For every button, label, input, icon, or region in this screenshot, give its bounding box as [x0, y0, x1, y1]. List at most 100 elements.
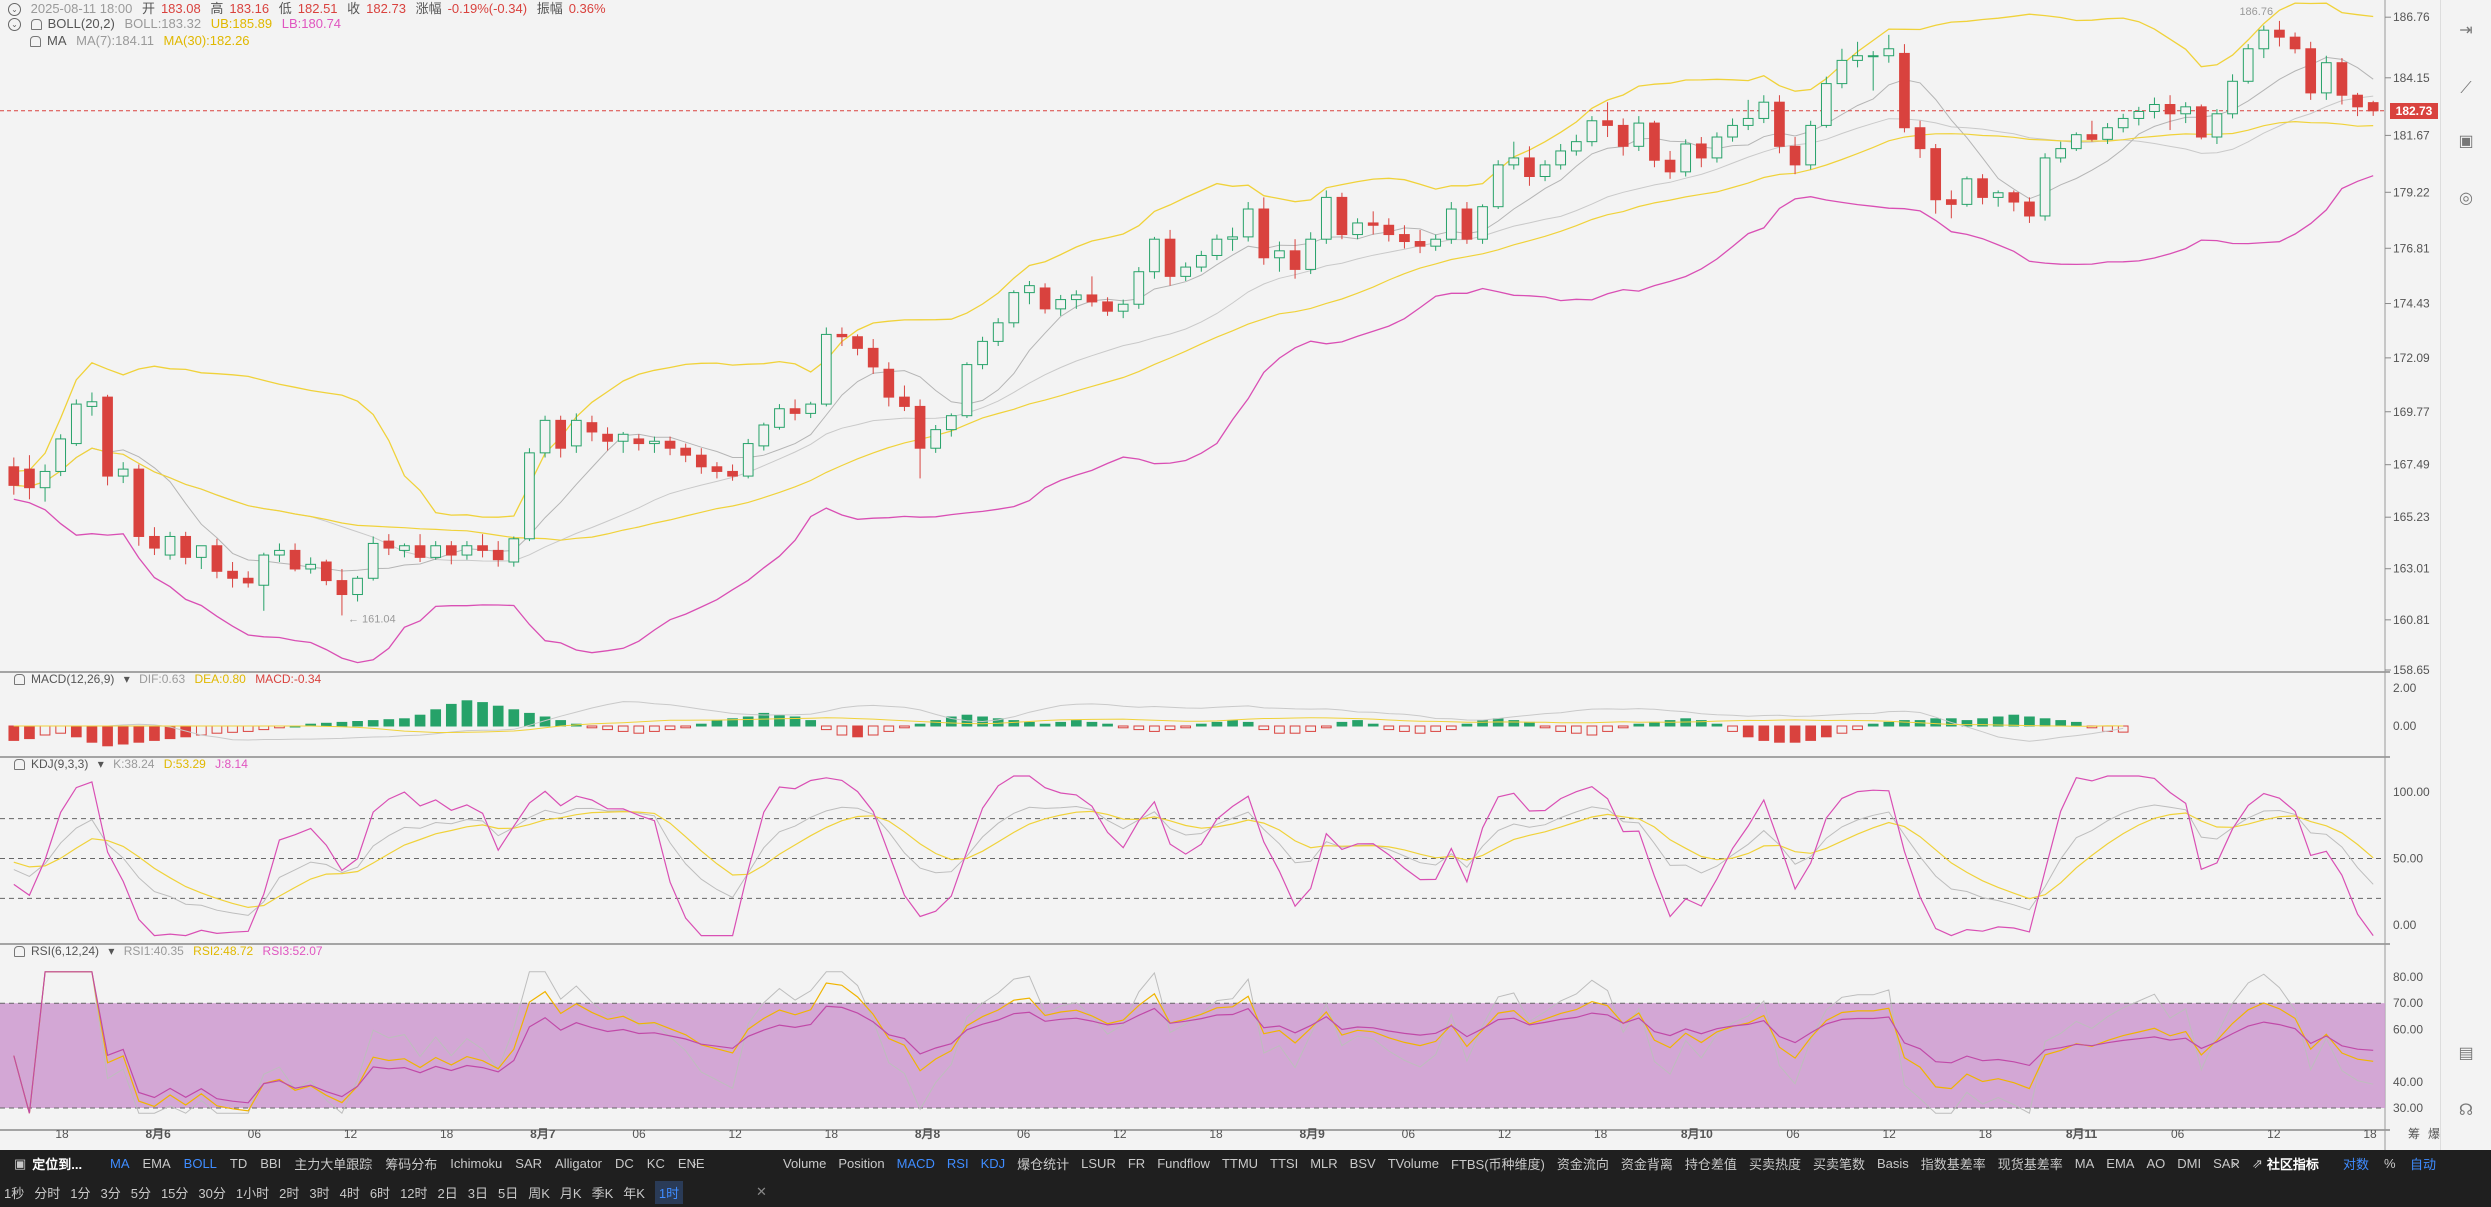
sub-indicator-11[interactable]: MLR [1310, 1156, 1338, 1171]
ma-name[interactable]: MA [47, 33, 67, 48]
sub-indicator-12[interactable]: BSV [1349, 1156, 1376, 1171]
sub-indicator-19[interactable]: 买卖笔数 [1812, 1157, 1865, 1172]
sub-indicator-1[interactable]: Position [838, 1156, 885, 1171]
layout-icon[interactable]: ▤ [2458, 1045, 2474, 1062]
sub-indicator-22[interactable]: 现货基差率 [1997, 1157, 2063, 1172]
sub-indicator-18[interactable]: 买卖热度 [1748, 1157, 1801, 1172]
timeframe-0[interactable]: 1秒 [4, 1185, 25, 1201]
main-indicator-6[interactable]: 筹码分布 [385, 1157, 438, 1172]
sub-indicator-8[interactable]: Fundflow [1157, 1156, 1210, 1171]
dropdown-icon[interactable]: ▾ [108, 944, 115, 958]
timeframe-14[interactable]: 3日 [467, 1185, 488, 1201]
sub-indicator-23[interactable]: MA [2074, 1156, 2095, 1171]
collapse-icon[interactable]: ⌄ [8, 18, 21, 32]
main-indicator-0[interactable]: MA [110, 1156, 130, 1171]
kdj-axis-label: 0.00 [2393, 918, 2417, 932]
sub-indicator-13[interactable]: TVolume [1387, 1156, 1439, 1171]
main-indicator-12[interactable]: ENE [677, 1156, 705, 1171]
log-scale-toggle[interactable]: 对数 [2343, 1157, 2370, 1172]
timeframe-16[interactable]: 周K [528, 1185, 550, 1201]
sub-indicator-0[interactable]: Volume [783, 1156, 827, 1171]
timeframe-7[interactable]: 1小时 [235, 1185, 270, 1201]
candle-body [2117, 117, 2129, 129]
sub-indicator-27[interactable]: SAR [2213, 1156, 2240, 1171]
timeframe-12[interactable]: 12时 [400, 1185, 428, 1201]
main-indicator-10[interactable]: DC [615, 1156, 634, 1171]
timeframe-2[interactable]: 1分 [70, 1185, 91, 1201]
sub-indicator-7[interactable]: FR [1127, 1156, 1146, 1171]
bell-icon[interactable] [30, 19, 42, 31]
main-indicator-3[interactable]: TD [229, 1156, 248, 1171]
close-timeframe-icon[interactable]: ✕ [756, 1184, 767, 1199]
ma30-value: MA(30):182.26 [163, 33, 250, 48]
main-indicator-1[interactable]: EMA [142, 1156, 171, 1171]
sub-indicator-4[interactable]: KDJ [980, 1156, 1006, 1171]
percent-toggle[interactable]: % [2384, 1156, 2396, 1171]
sub-indicator-15[interactable]: 资金流向 [1556, 1157, 1609, 1172]
trend-icon[interactable]: ⟋ [2460, 80, 2472, 97]
sub-indicator-16[interactable]: 资金背离 [1620, 1157, 1673, 1172]
timeframe-1[interactable]: 分时 [34, 1185, 61, 1201]
main-indicator-9[interactable]: Alligator [555, 1156, 602, 1171]
timeframe-20[interactable]: 1时 [654, 1180, 684, 1204]
timeframe-13[interactable]: 2日 [437, 1185, 458, 1201]
timeframe-15[interactable]: 5日 [498, 1185, 519, 1201]
macd-bar [1633, 723, 1645, 727]
timeframe-17[interactable]: 月K [559, 1185, 582, 1201]
sub-indicator-9[interactable]: TTMU [1221, 1156, 1259, 1171]
main-indicator-4[interactable]: BBI [260, 1156, 282, 1171]
compass-icon[interactable]: ◎ [2459, 190, 2473, 207]
macd-bar [1008, 720, 1020, 727]
timeframe-10[interactable]: 4时 [339, 1185, 360, 1201]
sub-indicator-20[interactable]: Basis [1876, 1156, 1909, 1171]
sub-indicator-25[interactable]: AO [2146, 1156, 2166, 1171]
headset-icon[interactable]: ☊ [2458, 1102, 2474, 1119]
timeframe-9[interactable]: 3时 [309, 1185, 330, 1201]
timeframe-18[interactable]: 季K [591, 1185, 614, 1201]
community-indicators-button[interactable]: ⇗ 社区指标 [2252, 1150, 2319, 1177]
price-chart[interactable]: 186.76 184.15 181.67 179.22 176.81 174.43 172.… [0, 0, 2491, 1150]
timeframe-4[interactable]: 5分 [130, 1185, 151, 1201]
timeframe-8[interactable]: 2时 [279, 1185, 300, 1201]
export-icon[interactable]: ⇥ [2459, 22, 2473, 39]
main-indicator-5[interactable]: 主力大单跟踪 [294, 1157, 373, 1172]
sub-indicator-6[interactable]: LSUR [1081, 1156, 1116, 1171]
sub-indicator-10[interactable]: TTSI [1270, 1156, 1299, 1171]
locate-button[interactable]: ▣ 定位到... [14, 1150, 82, 1177]
main-indicator-7[interactable]: Ichimoku [450, 1156, 503, 1171]
bell-icon[interactable] [14, 946, 25, 958]
sub-indicator-3[interactable]: RSI [946, 1156, 969, 1171]
auto-scale-toggle[interactable]: 自动 [2410, 1157, 2437, 1172]
main-more-icon[interactable]: › [692, 1156, 697, 1171]
sub-indicator-2[interactable]: MACD [896, 1156, 935, 1171]
bell-icon[interactable] [14, 674, 25, 686]
timeframe-5[interactable]: 15分 [160, 1185, 189, 1201]
kdj-name[interactable]: KDJ(9,3,3) [31, 757, 89, 771]
bell-icon[interactable] [30, 36, 41, 48]
boll-name[interactable]: BOLL(20,2) [47, 16, 115, 31]
sub-indicator-24[interactable]: EMA [2106, 1156, 2135, 1171]
sub-indicator-5[interactable]: 爆仓统计 [1017, 1157, 1070, 1172]
main-indicator-2[interactable]: BOLL [183, 1156, 217, 1171]
sub-indicator-21[interactable]: 指数基差率 [1920, 1157, 1986, 1172]
rsi-name[interactable]: RSI(6,12,24) [31, 944, 100, 958]
macd-name[interactable]: MACD(12,26,9) [31, 672, 115, 686]
timeframe-3[interactable]: 3分 [100, 1185, 121, 1201]
dropdown-icon[interactable]: ▾ [123, 672, 130, 686]
candle-body [1680, 143, 1692, 173]
sub-indicator-14[interactable]: FTBS(币种维度) [1451, 1157, 1545, 1172]
sub-indicator-17[interactable]: 持仓差值 [1684, 1157, 1737, 1172]
indicator-icon[interactable]: ▣ [2458, 133, 2474, 150]
bell-icon[interactable] [14, 759, 25, 771]
main-indicator-11[interactable]: KC [646, 1156, 665, 1171]
timeframe-19[interactable]: 年K [623, 1185, 645, 1201]
timeframe-6[interactable]: 30分 [198, 1185, 226, 1201]
main-indicator-8[interactable]: SAR [515, 1156, 543, 1171]
macd-bar [930, 720, 942, 727]
timeframe-11[interactable]: 6时 [369, 1185, 391, 1201]
sub-more-icon[interactable]: › [2232, 1156, 2237, 1171]
macd-bar [852, 725, 863, 738]
sub-indicator-26[interactable]: DMI [2177, 1156, 2202, 1171]
dropdown-icon[interactable]: ▾ [97, 757, 104, 771]
collapse-icon[interactable]: ⌄ [8, 3, 21, 17]
